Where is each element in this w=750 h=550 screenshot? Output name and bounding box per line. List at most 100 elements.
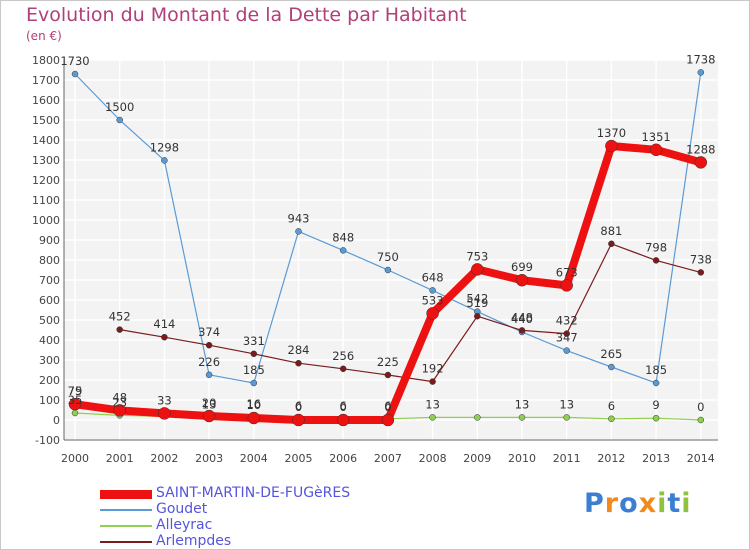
series-point-saint-martin-de-fug-res — [471, 263, 484, 276]
series-point-arlempdes — [161, 333, 168, 341]
data-label: 0 — [295, 400, 302, 414]
series-point-arlempdes — [250, 350, 258, 358]
y-tick-label: 1000 — [32, 214, 60, 227]
y-tick-label: 700 — [39, 274, 60, 287]
x-tick-label: 2009 — [463, 452, 491, 465]
data-label: 753 — [466, 249, 488, 263]
data-label: 432 — [556, 314, 578, 328]
legend-swatch — [100, 541, 152, 543]
data-label: 0 — [697, 400, 704, 414]
x-tick-label: 2012 — [597, 452, 625, 465]
series-point-saint-martin-de-fug-res — [113, 404, 126, 417]
series-point-arlempdes — [652, 257, 660, 264]
x-tick-label: 2003 — [195, 452, 223, 465]
series-point-saint-martin-de-fug-res — [649, 143, 663, 157]
series-point-saint-martin-de-fug-res — [292, 413, 305, 427]
series-point-alleyrac — [518, 414, 526, 421]
data-label: 1730 — [60, 54, 89, 68]
series-point-goudet — [563, 347, 570, 354]
series-point-arlempdes — [384, 371, 392, 379]
x-tick-label: 2010 — [508, 452, 536, 465]
data-label: 225 — [377, 355, 399, 369]
y-tick-label: 400 — [39, 334, 60, 347]
brand-letter: i — [657, 488, 668, 519]
data-label: 1500 — [105, 100, 134, 114]
data-label: 13 — [515, 397, 530, 411]
y-tick-label: 300 — [39, 354, 60, 367]
data-label: 331 — [243, 334, 265, 348]
series-point-alleyrac — [652, 414, 660, 422]
data-label: 452 — [109, 310, 131, 324]
series-point-saint-martin-de-fug-res — [426, 307, 439, 320]
series-point-saint-martin-de-fug-res — [68, 397, 82, 411]
data-label: 414 — [153, 317, 175, 331]
data-label: 699 — [511, 260, 533, 274]
y-tick-label: 1200 — [32, 174, 60, 187]
data-label: 23 — [112, 395, 127, 409]
series-point-alleyrac — [608, 415, 615, 423]
brand-letter: x — [638, 488, 658, 519]
series-point-alleyrac — [563, 414, 570, 421]
data-label: 448 — [511, 310, 533, 324]
data-label: 533 — [422, 293, 444, 307]
x-tick-label: 2013 — [642, 452, 670, 465]
series-point-saint-martin-de-fug-res — [515, 273, 529, 287]
brand-letter: P — [584, 488, 605, 519]
data-label: 256 — [332, 349, 354, 363]
data-label: 519 — [466, 296, 488, 310]
x-tick-label: 2004 — [240, 452, 268, 465]
series-point-goudet — [384, 266, 392, 274]
series-point-arlempdes — [474, 312, 481, 320]
data-label: 0 — [384, 400, 391, 414]
data-label: 16 — [246, 397, 261, 411]
data-label: 881 — [600, 224, 622, 238]
series-point-saint-martin-de-fug-res — [381, 413, 395, 427]
series-point-saint-martin-de-fug-res — [158, 407, 171, 420]
series-point-saint-martin-de-fug-res — [560, 279, 573, 292]
x-tick-label: 2008 — [419, 452, 447, 465]
series-point-saint-martin-de-fug-res — [605, 139, 618, 153]
x-tick-label: 2000 — [61, 452, 89, 465]
x-tick-label: 2011 — [553, 452, 581, 465]
series-point-saint-martin-de-fug-res — [247, 411, 261, 425]
data-label: 1738 — [686, 52, 715, 66]
y-tick-label: -100 — [35, 434, 60, 447]
y-tick-label: 1800 — [32, 54, 60, 67]
series-point-goudet — [71, 70, 79, 78]
series-point-saint-martin-de-fug-res — [202, 409, 216, 423]
legend-swatch — [100, 509, 152, 511]
data-label: 20 — [202, 396, 217, 410]
data-label: 284 — [288, 343, 310, 357]
data-label: 6 — [608, 399, 615, 413]
y-tick-label: 200 — [39, 374, 60, 387]
y-tick-label: 100 — [39, 394, 60, 407]
chart-title: Evolution du Montant de la Dette par Hab… — [26, 4, 467, 26]
data-label: 1298 — [150, 140, 179, 154]
data-label: 13 — [425, 397, 440, 411]
series-point-saint-martin-de-fug-res — [336, 413, 350, 427]
series-point-arlempdes — [116, 326, 123, 333]
plot-background — [64, 60, 718, 440]
legend-swatch — [100, 525, 152, 527]
series-point-arlempdes — [608, 240, 615, 248]
data-label: 798 — [645, 240, 667, 254]
data-label: 0 — [340, 400, 347, 414]
data-label: 1370 — [597, 126, 626, 140]
series-point-saint-martin-de-fug-res — [694, 156, 708, 169]
data-label: 6 — [384, 399, 391, 413]
brand-logo: Proxiti — [584, 488, 692, 519]
y-tick-label: 0 — [53, 414, 60, 427]
data-label: 185 — [243, 363, 265, 377]
series-point-goudet — [295, 228, 302, 235]
data-label: 33 — [157, 393, 172, 407]
series-point-goudet — [161, 157, 168, 164]
brand-letter: o — [619, 488, 639, 519]
series-point-goudet — [608, 363, 615, 371]
series-point-arlempdes — [295, 359, 302, 367]
data-label: 79 — [68, 384, 83, 398]
brand-letter: t — [667, 488, 682, 519]
y-tick-label: 1500 — [32, 114, 60, 127]
brand-letter: r — [604, 488, 620, 519]
y-tick-label: 1300 — [32, 154, 60, 167]
data-label: 673 — [556, 265, 578, 279]
